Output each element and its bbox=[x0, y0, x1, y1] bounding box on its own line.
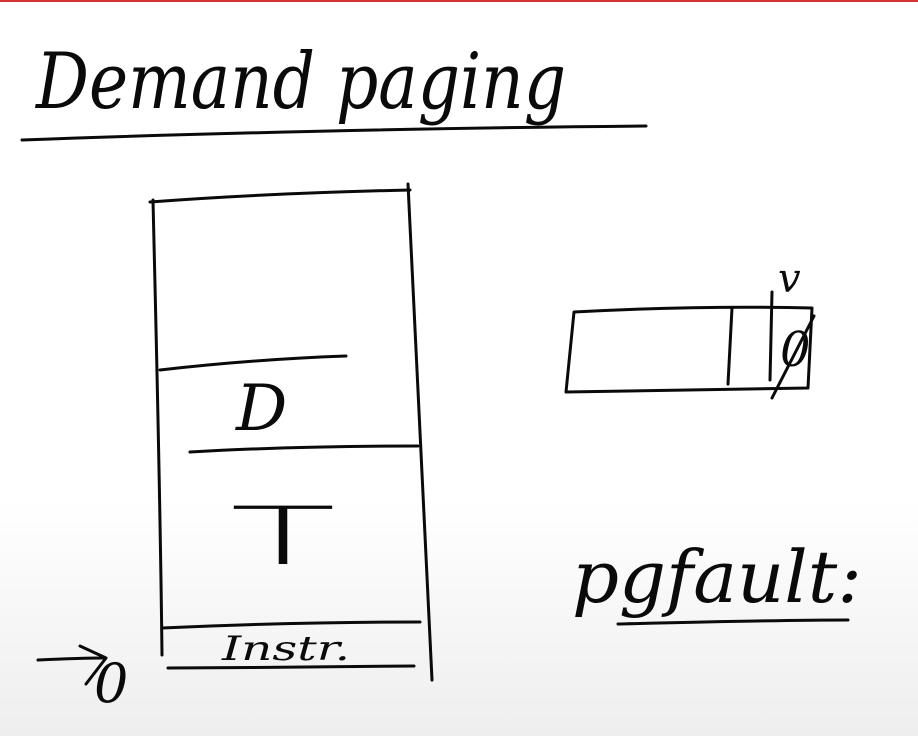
title-underline bbox=[20, 124, 648, 142]
memory-left-wall bbox=[151, 198, 164, 657]
pte-box bbox=[564, 305, 814, 394]
top-accent-rule bbox=[0, 0, 918, 2]
instr-label: Instr. bbox=[221, 629, 350, 669]
valid-bit-label: v bbox=[778, 256, 801, 302]
page-title: Demand paging bbox=[34, 37, 566, 127]
memory-divider-1 bbox=[158, 354, 348, 372]
pte-divider-1 bbox=[726, 306, 734, 386]
memory-bottom-edge bbox=[166, 664, 416, 670]
page-table-entry: v 0 bbox=[564, 256, 816, 400]
memory-top-edge bbox=[148, 188, 412, 204]
arrow-head bbox=[78, 644, 108, 686]
memory-divider-2 bbox=[188, 444, 420, 454]
pgfault-underline bbox=[616, 618, 850, 626]
arrow-shaft bbox=[36, 656, 106, 662]
page-d-label: D bbox=[235, 372, 287, 446]
arrow-zero-label: 0 bbox=[94, 652, 128, 715]
page-t-label: T bbox=[230, 490, 336, 583]
memory-divider-3 bbox=[160, 620, 422, 630]
memory-column: D T Instr. bbox=[148, 182, 434, 682]
instruction-pointer-arrow: 0 bbox=[36, 644, 128, 715]
pgfault-label: pgfault: bbox=[572, 535, 862, 619]
memory-right-wall bbox=[406, 182, 434, 682]
pte-divider-2 bbox=[768, 290, 774, 382]
valid-bit-strike bbox=[770, 314, 816, 400]
